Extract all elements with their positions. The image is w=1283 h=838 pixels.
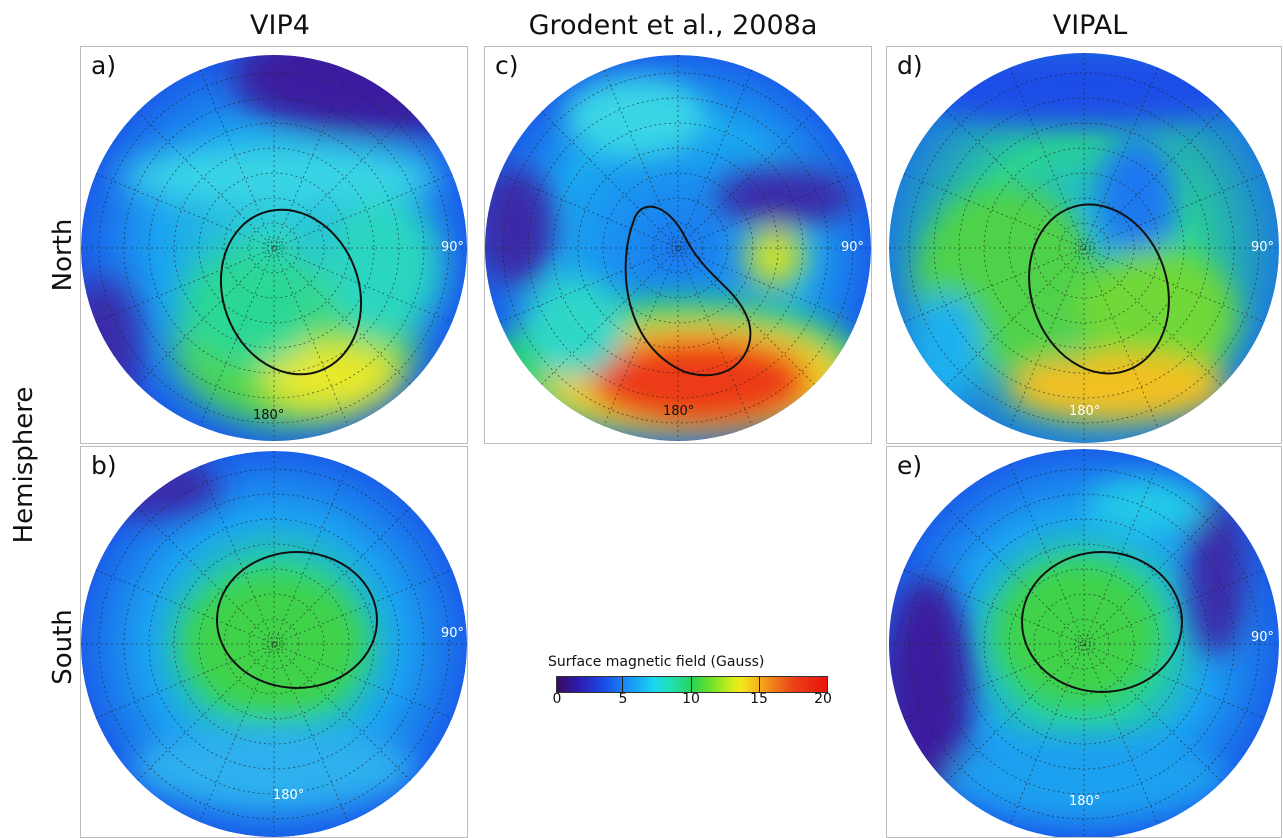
column-title-vipal: VIPAL — [1052, 10, 1128, 41]
colorbar: Surface magnetic field (Gauss) 0 5 10 15… — [548, 654, 838, 714]
map-e: 90° 180° — [889, 449, 1279, 837]
lon-180-label-b: 180° — [273, 788, 304, 803]
panel-a-vip4-north: 90° 180° a) — [80, 46, 468, 444]
colorbar-gradient — [556, 676, 828, 693]
colorbar-tick-5: 5 — [618, 691, 628, 707]
lon-90-label-b: 90° — [441, 626, 464, 641]
lon-180-label-c: 180° — [663, 404, 694, 419]
column-title-grodent: Grodent et al., 2008a — [528, 10, 818, 41]
panel-e-vipal-south: 90° 180° e) — [886, 446, 1282, 838]
column-title-vip4: VIP4 — [250, 10, 310, 41]
row-label-hemisphere: Hemisphere — [9, 386, 39, 544]
colorbar-title: Surface magnetic field (Gauss) — [548, 654, 765, 670]
panel-d-vipal-north: 90° 180° d) — [886, 46, 1282, 444]
panel-label-d: d) — [897, 51, 923, 80]
map-a: 90° 180° — [81, 55, 467, 441]
panel-label-c: c) — [495, 51, 519, 80]
lon-180-label-a: 180° — [253, 408, 284, 423]
lon-90-label-c: 90° — [841, 240, 864, 255]
colorbar-tick-10: 10 — [682, 691, 700, 707]
lon-90-label-e: 90° — [1251, 630, 1274, 645]
lon-90-label-a: 90° — [441, 240, 464, 255]
map-c: 90° 180° — [485, 55, 871, 441]
panel-label-b: b) — [91, 451, 117, 480]
map-b: 90° 180° — [81, 451, 467, 837]
lon-180-label-e: 180° — [1069, 794, 1100, 809]
map-d: 90° 180° — [889, 53, 1279, 443]
colorbar-tick-0: 0 — [552, 691, 562, 707]
colorbar-tick-15: 15 — [750, 691, 768, 707]
colorbar-tick-20: 20 — [814, 691, 832, 707]
panel-label-a: a) — [91, 51, 117, 80]
row-label-south: South — [48, 609, 78, 685]
panel-c-grodent-north: 90° 180° c) — [484, 46, 872, 444]
panel-b-vip4-south: 90° 180° b) — [80, 446, 468, 838]
panel-label-e: e) — [897, 451, 923, 480]
lon-90-label-d: 90° — [1251, 240, 1274, 255]
row-label-north: North — [48, 218, 78, 292]
lon-180-label-d: 180° — [1069, 404, 1100, 419]
